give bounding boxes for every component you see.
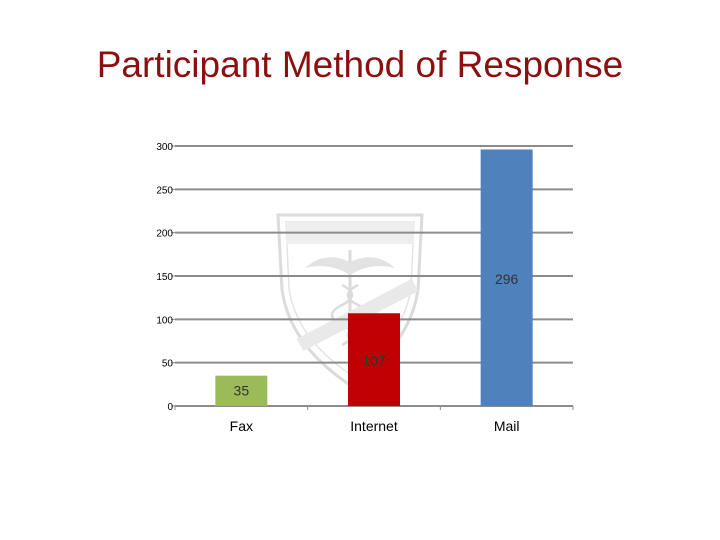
x-category-label: Mail [494, 418, 520, 434]
bar-mail [480, 149, 533, 406]
bar-fax [215, 375, 268, 406]
slide-title: Participant Method of Response [96, 44, 624, 85]
y-tick-label: 300 [156, 142, 173, 153]
y-tick-label: 50 [162, 359, 174, 370]
bar-internet [348, 313, 400, 406]
data-label: 35 [234, 383, 250, 399]
y-tick-label: 250 [156, 185, 173, 196]
y-tick-label: 150 [156, 272, 173, 283]
x-category-label: Fax [230, 418, 253, 434]
data-label: 107 [362, 353, 386, 369]
y-tick-label: 0 [167, 402, 173, 413]
y-tick-label: 100 [156, 315, 173, 326]
x-category-label: Internet [350, 418, 398, 434]
y-tick-label: 200 [156, 229, 173, 240]
data-label: 296 [495, 271, 519, 287]
